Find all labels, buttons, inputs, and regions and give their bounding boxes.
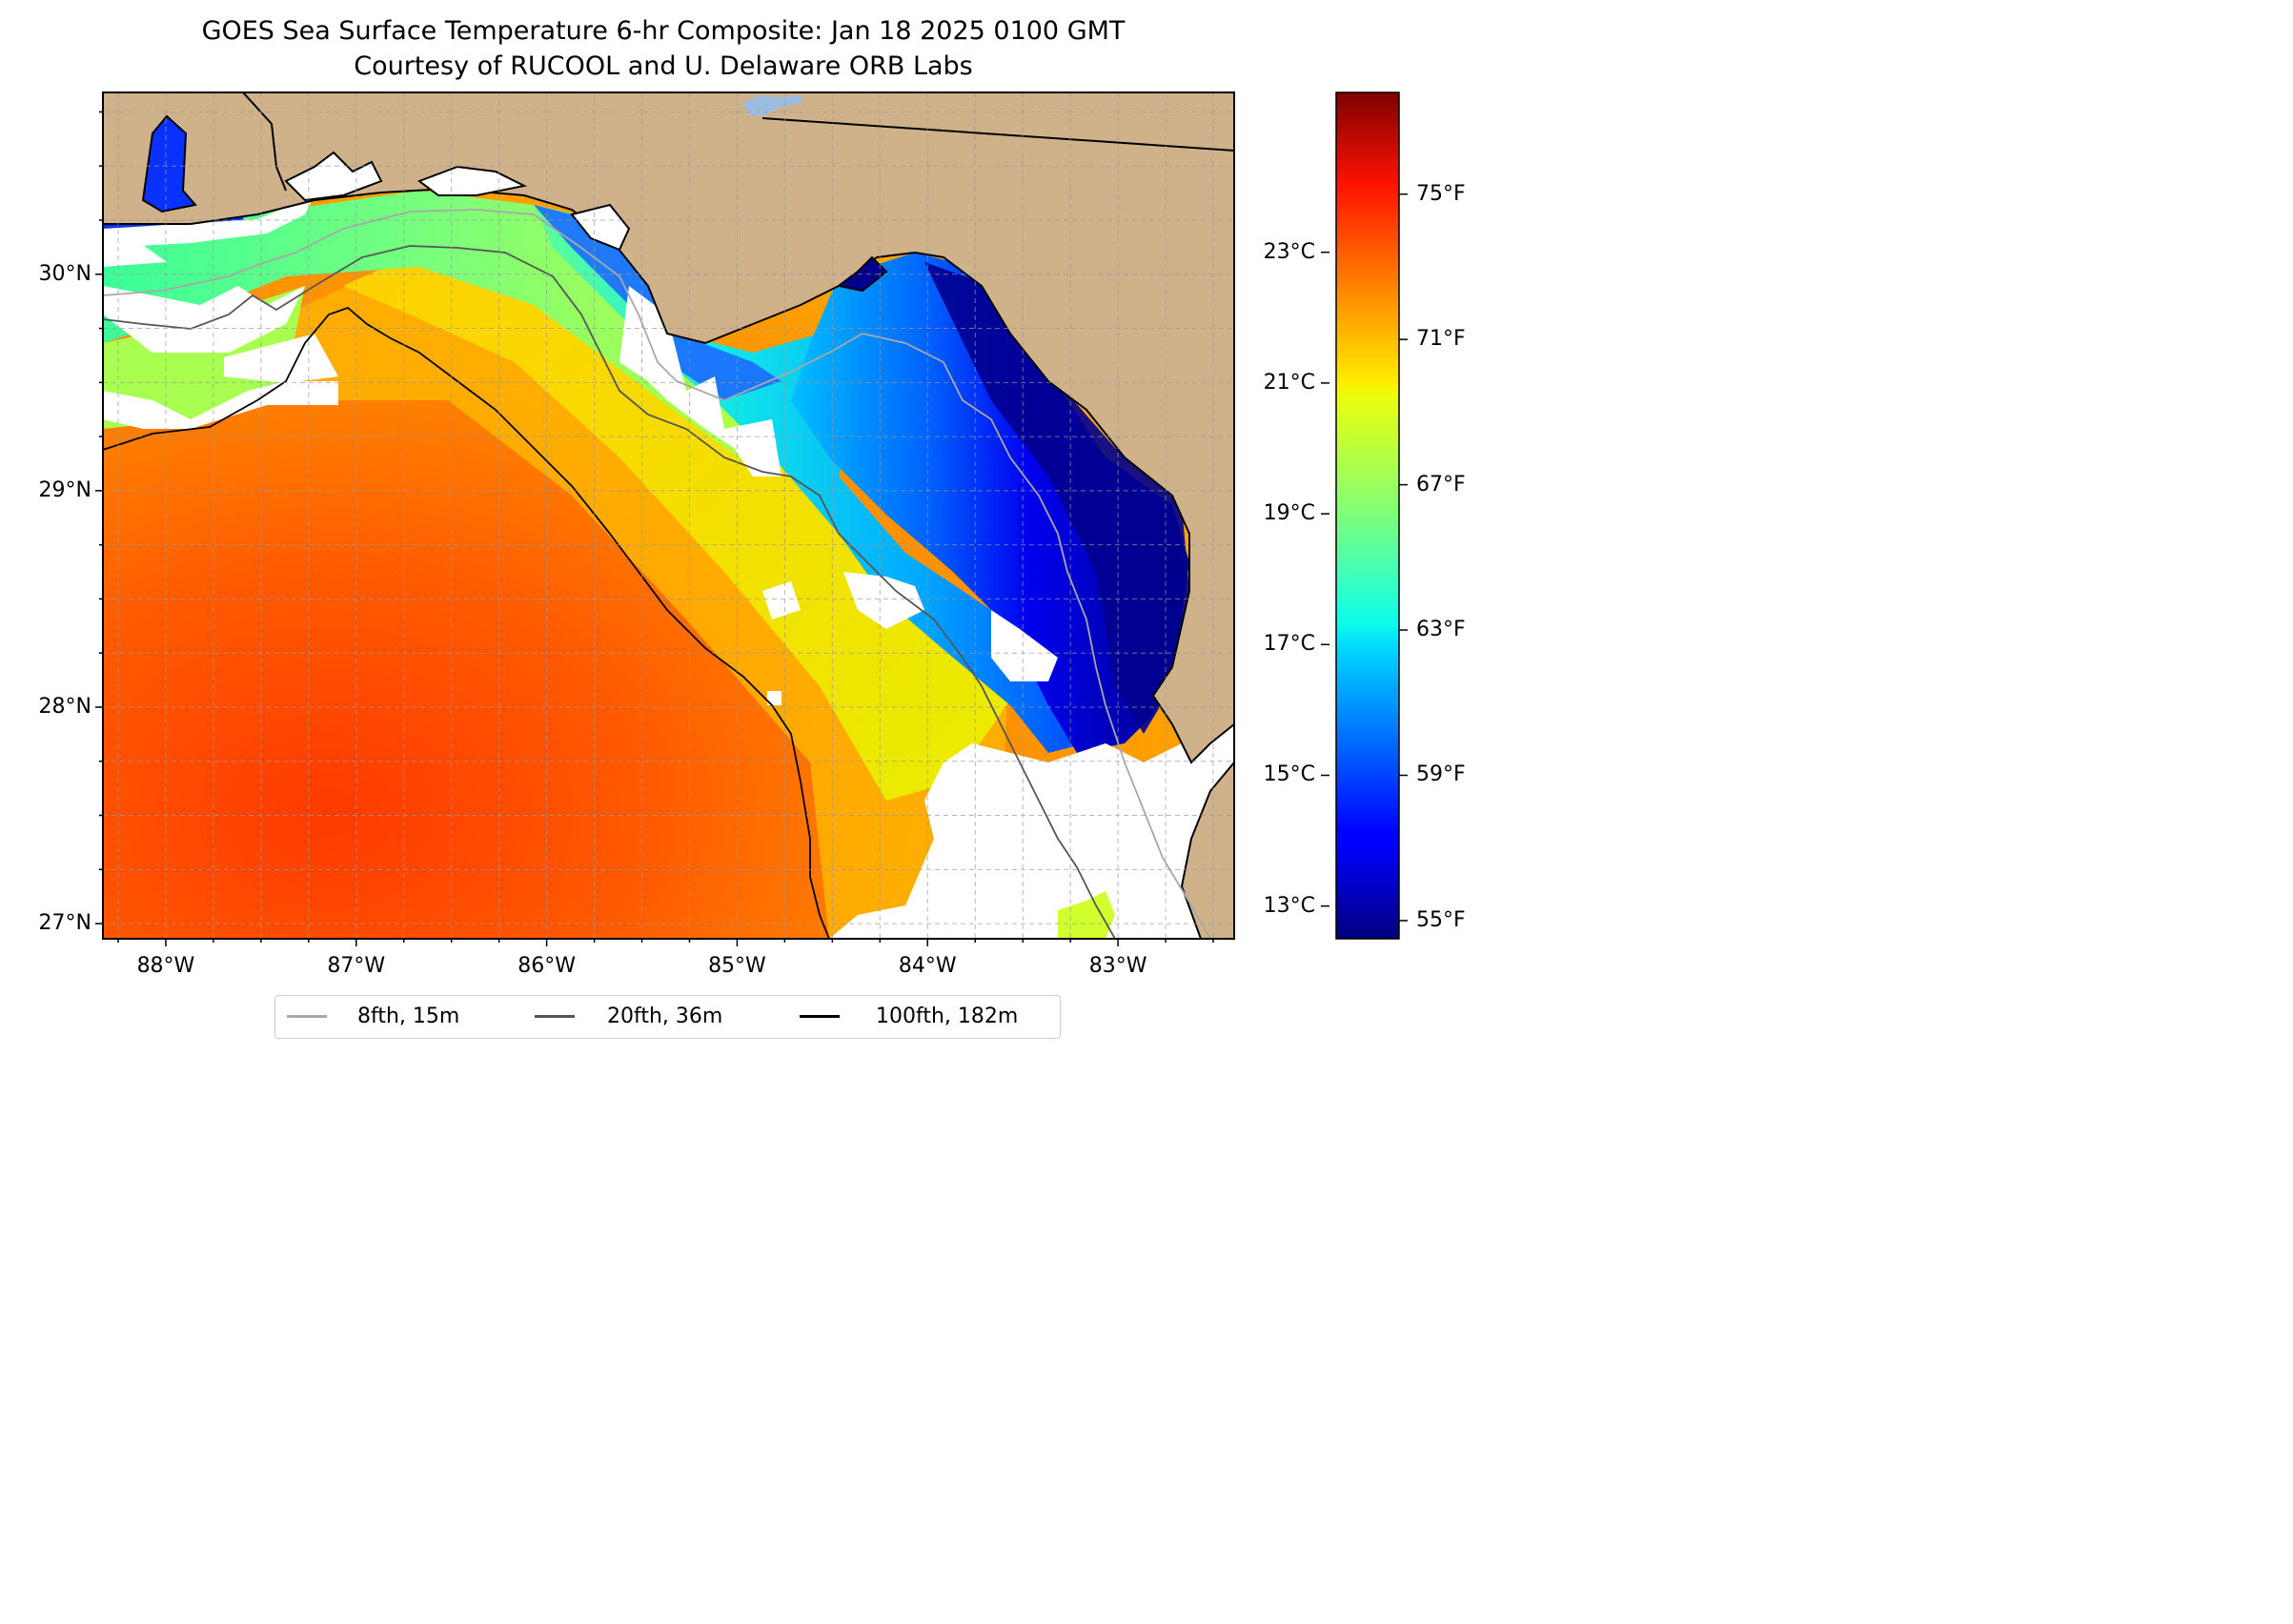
legend-swatch-100fth [800, 1015, 840, 1018]
lon-tick-label: 85°W [708, 954, 766, 978]
lon-tick-label: 87°W [327, 954, 386, 978]
lon-tick-marks [117, 939, 1214, 946]
sst-patch-south [1058, 891, 1115, 939]
land-peninsula-south [1180, 761, 1234, 939]
lon-tick-label: 86°W [517, 954, 576, 978]
colorbar-celsius-label: 19°C [1263, 501, 1315, 526]
colorbar-tick-marks [1321, 193, 1408, 922]
colorbar-celsius-label: 21°C [1263, 370, 1315, 395]
colorbar-fahrenheit-label: 63°F [1416, 618, 1466, 642]
isobath-20fth [103, 245, 1116, 939]
sst-blue-shelf [791, 253, 1189, 753]
colorbar-celsius-label: 23°C [1263, 239, 1315, 264]
state-boundary [761, 117, 1234, 152]
legend-label-8fth: 8fth, 15m [357, 1005, 460, 1028]
colorbar-fahrenheit-label: 71°F [1416, 327, 1466, 352]
colorbar-fahrenheit-label: 75°F [1416, 181, 1466, 206]
title-line-2: Courtesy of RUCOOL and U. Delaware ORB L… [354, 51, 973, 81]
land-mass [103, 92, 1234, 764]
colorbar-fahrenheit-label: 67°F [1416, 472, 1466, 497]
gridlines [103, 92, 1234, 939]
colorbar-celsius-label: 17°C [1263, 632, 1315, 657]
legend-swatch-20fth [535, 1015, 575, 1018]
lat-tick-label: 27°N [38, 911, 91, 936]
isobath-100fth [103, 306, 830, 939]
legend-label-100fth: 100fth, 182m [876, 1005, 1019, 1028]
lat-tick-label: 30°N [38, 261, 91, 286]
lake [743, 95, 802, 116]
map-frame [102, 91, 1235, 940]
river-boundary [242, 92, 287, 192]
map-plot-area [103, 92, 1234, 939]
colorbar-fahrenheit-label: 55°F [1416, 907, 1466, 932]
lat-tick-label: 28°N [38, 694, 91, 719]
lat-tick-label: 29°N [38, 477, 91, 502]
colorbar-celsius-label: 15°C [1263, 762, 1315, 787]
legend-label-20fth: 20fth, 36m [607, 1005, 723, 1028]
sst-darkblue-shelf [924, 262, 1189, 734]
colorbar-fahrenheit-label: 59°F [1416, 762, 1466, 787]
colorbar [1335, 91, 1400, 940]
sst-orange-band [286, 243, 1010, 939]
nodata-patches [103, 195, 1234, 939]
lon-tick-label: 88°W [136, 954, 195, 978]
lon-tick-label: 84°W [898, 954, 957, 978]
isobath-8fth [103, 209, 1211, 939]
title-line-1: GOES Sea Surface Temperature 6-hr Compos… [201, 16, 1126, 46]
sst-map [95, 91, 1408, 946]
sst-yellow-band [343, 238, 1020, 801]
isobath-legend: 8fth, 15m 20fth, 36m 100fth, 182m [274, 995, 1061, 1039]
legend-swatch-8fth [287, 1015, 327, 1018]
colorbar-celsius-label: 13°C [1263, 893, 1315, 918]
lat-tick-marks [95, 111, 103, 924]
lon-tick-label: 83°W [1088, 954, 1147, 978]
